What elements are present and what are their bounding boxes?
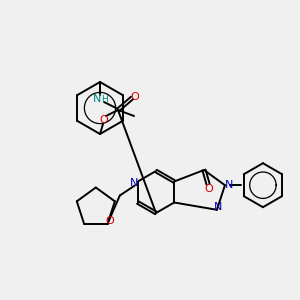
- Text: N: N: [93, 94, 101, 104]
- Text: O: O: [130, 92, 140, 102]
- Text: N: N: [225, 180, 233, 190]
- Text: O: O: [100, 115, 108, 125]
- Text: O: O: [105, 216, 114, 226]
- Text: H: H: [102, 95, 108, 104]
- Text: N: N: [130, 178, 138, 188]
- Text: O: O: [205, 184, 213, 194]
- Text: N: N: [214, 202, 222, 212]
